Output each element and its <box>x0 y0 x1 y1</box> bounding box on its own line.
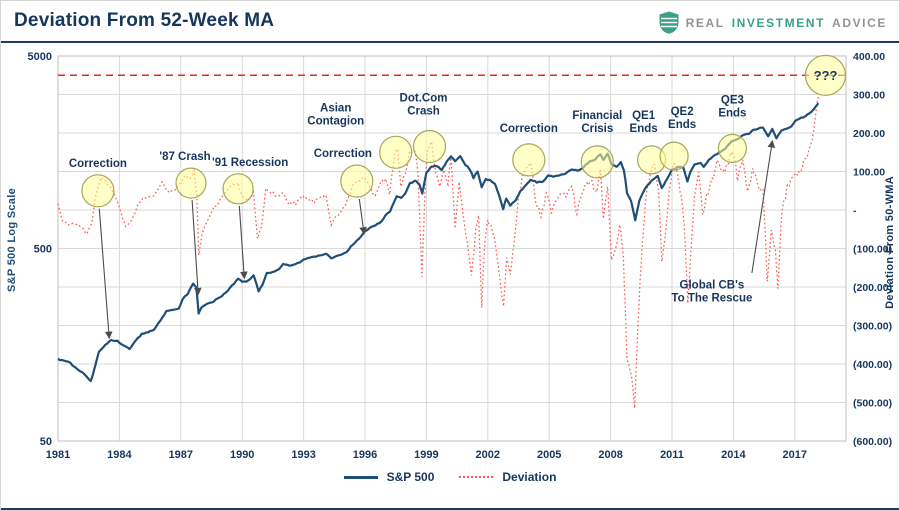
annotation-label: ??? <box>814 68 838 83</box>
x-axis-tick-label: 1981 <box>46 449 70 461</box>
annotation-label: Correction <box>69 158 127 170</box>
annotation-label: Dot.Com <box>400 93 448 105</box>
plot-border <box>57 55 847 442</box>
right-axis-tick-label: 100.00 <box>853 167 885 179</box>
x-axis-tick-label: 1993 <box>291 449 315 461</box>
brand-logo: REAL INVESTMENT ADVICE <box>659 11 887 34</box>
brand-word-investment: INVESTMENT <box>731 15 826 30</box>
x-axis-tick-label: 1999 <box>414 449 438 461</box>
deviation-series-line <box>57 95 820 409</box>
legend-label-deviation: Deviation <box>502 470 557 484</box>
annotation-arrow <box>191 199 202 296</box>
x-axis-tick-label: 2017 <box>783 449 807 461</box>
x-axis-tick-label: 1987 <box>169 449 193 461</box>
right-axis-title: Deviation From 50-WMA <box>884 176 896 309</box>
right-axis-tick-label: - <box>853 205 857 217</box>
sp500-series-line <box>57 102 820 383</box>
x-axis-tick-label: 2014 <box>721 449 746 461</box>
legend-label-sp500: S&P 500 <box>386 470 435 484</box>
annotation-circle <box>81 174 115 208</box>
annotation-label: QE3 <box>721 94 744 106</box>
annotation-circle <box>379 135 413 169</box>
right-axis-tick-label: (500.00) <box>853 398 892 410</box>
x-axis-tick-label: 2011 <box>660 449 684 461</box>
right-axis-tick-label: (300.00) <box>853 321 892 333</box>
annotation-label: '87 Crash <box>159 151 210 163</box>
annotation-circle <box>717 133 748 163</box>
legend-swatch-sp500 <box>343 475 378 479</box>
left-axis-title: S&P 500 Log Scale <box>6 188 18 292</box>
right-axis-tick-label: (100.00) <box>853 244 892 256</box>
annotation-circle <box>580 145 614 179</box>
x-axis-tick-label: 1984 <box>107 449 132 461</box>
annotation-label: To The Rescue <box>671 292 752 304</box>
right-axis-tick-label: (200.00) <box>853 282 892 294</box>
brand-word-real: REAL <box>685 15 725 30</box>
right-axis-tick-label: (400.00) <box>853 359 892 371</box>
left-axis-tick-label: 5000 <box>28 51 52 63</box>
annotation-arrow <box>751 139 776 273</box>
annotation-label: Correction <box>314 148 372 160</box>
axis-ticks: 5000 500 50 400.00 300.00 200.00 100.00 - (100.0… <box>28 51 893 461</box>
annotation-circle <box>340 164 374 198</box>
annotation-circle <box>412 129 447 164</box>
bottom-border <box>1 508 899 510</box>
right-axis-tick-label: 200.00 <box>853 128 885 140</box>
x-axis-tick-label: 2002 <box>476 449 500 461</box>
annotation-circle <box>512 143 546 177</box>
annotation-circle <box>175 167 207 199</box>
annotation-arrow <box>358 198 367 235</box>
annotation-label: Ends <box>718 107 746 119</box>
x-axis-tick-label: 1990 <box>230 449 254 461</box>
x-axis-tick-label: 2005 <box>537 449 561 461</box>
annotation-label: Ends <box>668 119 696 131</box>
annotation-label: QE1 <box>632 110 656 122</box>
brand-shield-icon <box>659 11 679 34</box>
page-title: Deviation From 52-Week MA <box>14 10 275 31</box>
annotation-label: Crash <box>407 106 440 118</box>
annotation-label: QE2 <box>671 106 694 118</box>
x-axis-tick-label: 1996 <box>353 449 377 461</box>
header-divider <box>1 41 899 43</box>
annotation-label: Global CB's <box>680 279 745 291</box>
left-axis-tick-label: 50 <box>40 436 52 448</box>
right-axis-tick-label: (600.00) <box>853 436 892 448</box>
annotations: Correction '87 Crash '91 Recession Correcti… <box>69 54 847 340</box>
right-axis-tick-label: 300.00 <box>853 90 885 102</box>
annotation-label: Asian <box>320 102 351 114</box>
chart-legend: S&P 500 Deviation <box>1 470 899 484</box>
annotation-arrow <box>98 208 113 340</box>
x-axis-tick-label: 2008 <box>598 449 622 461</box>
legend-swatch-deviation <box>459 476 494 478</box>
annotation-arrow <box>238 205 248 280</box>
annotation-circle <box>222 173 254 205</box>
annotation-label: '91 Recession <box>212 157 288 169</box>
annotation-label: Correction <box>500 123 558 135</box>
annotation-label: Ends <box>630 123 658 135</box>
right-axis-tick-label: 400.00 <box>853 51 885 63</box>
left-axis-tick-label: 500 <box>34 244 52 256</box>
annotation-label: Crisis <box>581 123 613 135</box>
brand-word-advice: ADVICE <box>832 15 887 30</box>
annotation-label: Financial <box>572 110 622 122</box>
annotation-circle <box>659 141 689 171</box>
annotation-label: Contagion <box>307 115 364 127</box>
annotation-circle <box>804 54 847 96</box>
